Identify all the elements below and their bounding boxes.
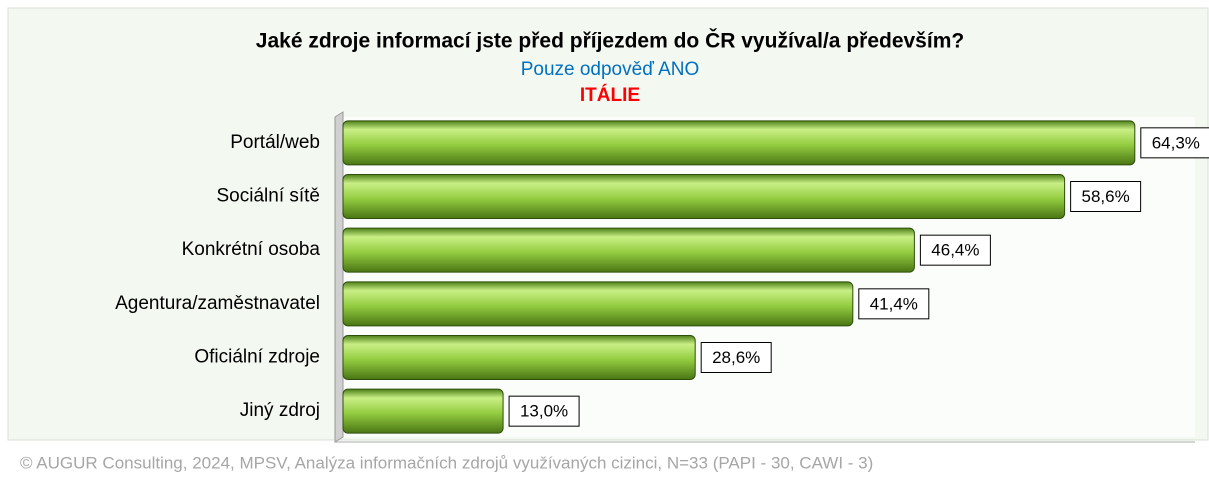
bar (342, 120, 1136, 166)
bar (342, 281, 854, 327)
value-label-box (1140, 127, 1209, 159)
y-tick-label: Oficiální zdroje (194, 347, 320, 368)
y-tick-label: Sociální sítě (217, 186, 321, 207)
y-tick-label: Portál/web (230, 132, 320, 153)
value-label: 46,4% (931, 241, 979, 260)
bar (342, 227, 915, 273)
value-label: 28,6% (712, 348, 760, 367)
chart-subtitle: ITÁLIE (580, 84, 640, 106)
value-label: 58,6% (1082, 187, 1130, 206)
y-tick-label: Agentura/zaměstnavatel (115, 293, 320, 314)
axis-wall (334, 111, 344, 443)
source-note: © AUGUR Consulting, 2024, MPSV, Analýza … (20, 453, 873, 472)
value-label-box (858, 288, 930, 320)
value-label-box (700, 342, 772, 373)
value-label: 64,3% (1152, 133, 1200, 152)
value-label-box (919, 234, 991, 266)
bar (342, 174, 1066, 219)
chart-subtitle: Pouze odpověď ANO (521, 59, 700, 80)
value-label: 41,4% (870, 294, 918, 313)
bar (342, 388, 504, 434)
plot-area (343, 117, 1195, 437)
value-label-box (508, 395, 580, 427)
y-tick-label: Jiný zdroj (240, 400, 320, 421)
value-label: 13,0% (520, 402, 568, 421)
chart-title: Jaké zdroje informací jste před příjezde… (256, 29, 964, 53)
value-label-box (1070, 181, 1142, 212)
y-tick-label: Konkrétní osoba (182, 239, 321, 260)
bar (342, 335, 696, 380)
